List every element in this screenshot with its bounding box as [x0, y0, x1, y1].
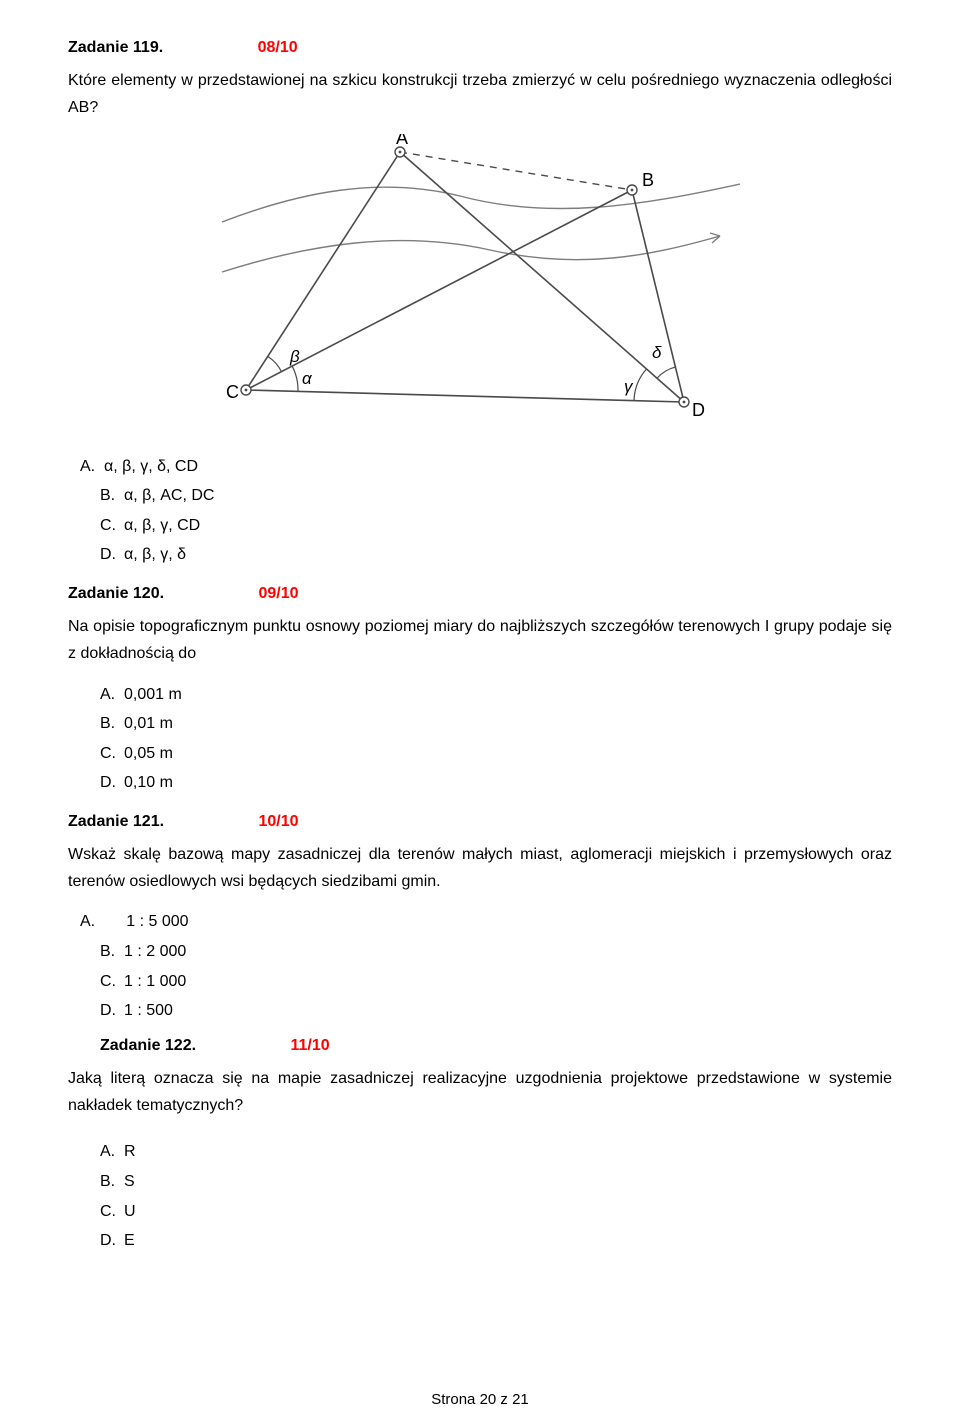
option-text: α, β, γ, δ, CD — [104, 458, 198, 475]
task-122-score: 11/10 — [291, 1037, 330, 1054]
option-row: B.0,01 m — [68, 709, 892, 739]
option-text: 0,05 m — [124, 745, 173, 762]
task-121-header: Zadanie 121. 10/10 — [68, 808, 892, 835]
option-label: A. — [80, 907, 104, 937]
option-row: C.U — [68, 1197, 892, 1227]
option-row: A.R — [68, 1137, 892, 1167]
geometry-diagram: A B C Dαβ γδ — [220, 134, 740, 432]
task-122-header: Zadanie 122. 11/10 — [68, 1032, 892, 1059]
task-119-header: Zadanie 119. 08/10 — [68, 34, 892, 61]
option-row: A.0,001 m — [68, 680, 892, 710]
option-row: C.1 : 1 000 — [68, 967, 892, 997]
option-row: D.0,10 m — [68, 768, 892, 798]
option-label: B. — [100, 1167, 124, 1197]
page-footer: Strona 20 z 21 — [0, 1391, 960, 1408]
option-row: D.E — [68, 1226, 892, 1256]
option-text: α, β, γ, CD — [124, 517, 200, 534]
option-label: D. — [100, 1226, 124, 1256]
option-text: 1 : 5 000 — [126, 913, 188, 930]
task-122-question: Jaką literą oznacza się na mapie zasadni… — [68, 1065, 892, 1119]
option-label: C. — [100, 739, 124, 769]
task-120-header: Zadanie 120. 09/10 — [68, 580, 892, 607]
option-text: 0,001 m — [124, 686, 182, 703]
svg-text:α: α — [302, 369, 313, 388]
task-121-question: Wskaż skalę bazową mapy zasadniczej dla … — [68, 841, 892, 895]
option-row: B.S — [68, 1167, 892, 1197]
option-label: B. — [100, 937, 124, 967]
svg-text:B: B — [642, 170, 654, 190]
task-120-score: 09/10 — [259, 585, 299, 602]
option-row: C.α, β, γ, CD — [68, 511, 892, 541]
option-row: A.α, β, γ, δ, CD — [68, 452, 892, 482]
task-119-options: A.α, β, γ, δ, CD B.α, β, AC, DC C.α, β, … — [68, 452, 892, 570]
task-119-question: Które elementy w przedstawionej na szkic… — [68, 67, 892, 121]
task-120-options: A.0,001 m B.0,01 m C.0,05 m D.0,10 m — [68, 680, 892, 798]
option-label: C. — [100, 511, 124, 541]
option-row: C.0,05 m — [68, 739, 892, 769]
option-text: 0,10 m — [124, 774, 173, 791]
option-label: B. — [100, 709, 124, 739]
task-121-number: Zadanie 121. — [68, 813, 164, 830]
option-row: B.1 : 2 000 — [68, 937, 892, 967]
option-text: α, β, AC, DC — [124, 487, 214, 504]
task-122-number: Zadanie 122. — [100, 1037, 196, 1054]
option-label: A. — [100, 680, 124, 710]
option-label: D. — [100, 768, 124, 798]
svg-text:δ: δ — [652, 343, 662, 362]
svg-text:A: A — [396, 134, 408, 148]
option-label: D. — [100, 540, 124, 570]
option-text: R — [124, 1143, 136, 1160]
task-121-options: A. 1 : 5 000 B.1 : 2 000 C.1 : 1 000 D.1… — [68, 907, 892, 1025]
option-row: B.α, β, AC, DC — [68, 481, 892, 511]
task-122-options: A.R B.S C.U D.E — [68, 1137, 892, 1255]
option-text: S — [124, 1173, 135, 1190]
option-text: 1 : 500 — [124, 1002, 173, 1019]
option-text: E — [124, 1232, 135, 1249]
option-text: α, β, γ, δ — [124, 546, 186, 563]
svg-text:D: D — [692, 400, 705, 420]
option-text: 1 : 1 000 — [124, 973, 186, 990]
task-119-number: Zadanie 119. — [68, 39, 163, 56]
page: Zadanie 119. 08/10 Które elementy w prze… — [0, 0, 960, 1410]
option-row: D.1 : 500 — [68, 996, 892, 1026]
option-text: 1 : 2 000 — [124, 943, 186, 960]
task-121-score: 10/10 — [259, 813, 299, 830]
option-label: B. — [100, 481, 124, 511]
task-120-number: Zadanie 120. — [68, 585, 164, 602]
option-label: A. — [100, 1137, 124, 1167]
task-120-question: Na opisie topograficznym punktu osnowy p… — [68, 613, 892, 667]
option-text: 0,01 m — [124, 715, 173, 732]
task-119-figure: A B C Dαβ γδ — [220, 134, 740, 432]
option-row: D.α, β, γ, δ — [68, 540, 892, 570]
option-label: A. — [80, 452, 104, 482]
task-119-score: 08/10 — [258, 39, 298, 56]
option-label: C. — [100, 1197, 124, 1227]
option-text: U — [124, 1203, 136, 1220]
option-label: D. — [100, 996, 124, 1026]
svg-text:γ: γ — [624, 377, 634, 396]
option-row: A. 1 : 5 000 — [68, 907, 892, 937]
option-label: C. — [100, 967, 124, 997]
svg-text:β: β — [289, 347, 300, 366]
svg-text:C: C — [226, 382, 239, 402]
